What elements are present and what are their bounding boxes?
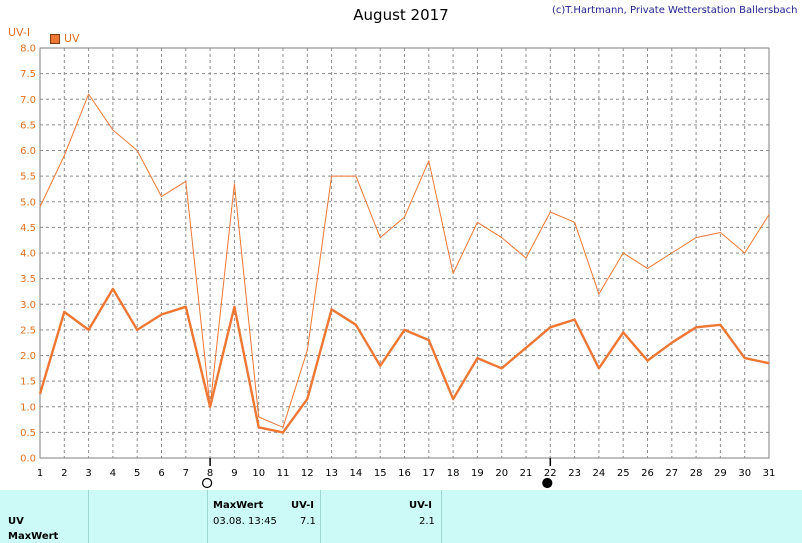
- row-label-uv: UV: [8, 516, 24, 527]
- y-tick-label: 1.5: [20, 377, 36, 388]
- y-tick-label: 0.0: [20, 454, 36, 465]
- legend-label: UV: [64, 32, 80, 45]
- series-line-thin: [39, 93, 770, 428]
- panel-col-1: [0, 490, 89, 543]
- x-tick-label: 2: [61, 468, 67, 479]
- panel-col-5: [442, 490, 801, 543]
- y-tick-label: 4.5: [20, 223, 36, 234]
- day-markers: [202, 458, 553, 489]
- uvi-header-2: UV-I: [409, 500, 433, 511]
- y-tick-label: 8.0: [20, 44, 36, 55]
- x-tick-label: 8: [207, 468, 213, 479]
- x-tick-label: 26: [641, 468, 654, 479]
- x-tick-label: 20: [495, 468, 508, 479]
- x-tick-label: 27: [665, 468, 678, 479]
- panel-col-3: [208, 490, 321, 543]
- x-tick-label: 12: [301, 468, 314, 479]
- x-tick-label: 29: [714, 468, 727, 479]
- y-tick-label: 2.5: [20, 325, 36, 336]
- y-tick-label: 2.0: [20, 351, 36, 362]
- panel-col-4: [321, 490, 442, 543]
- x-tick-label: 14: [350, 468, 363, 479]
- x-tick-label: 9: [231, 468, 237, 479]
- x-tick-label: 13: [325, 468, 338, 479]
- credit-text: (c)T.Hartmann, Private Wetterstation Bal…: [552, 5, 798, 16]
- x-tick-label: 19: [471, 468, 484, 479]
- panel-col-2: [89, 490, 208, 543]
- x-tick-label: 5: [134, 468, 140, 479]
- x-tick-label: 25: [617, 468, 630, 479]
- x-tick-label: 31: [763, 468, 776, 479]
- y-tick-label: 3.0: [20, 300, 36, 311]
- legend-swatch: [50, 33, 60, 44]
- x-tick-label: 24: [593, 468, 606, 479]
- x-tick-label: 18: [447, 468, 460, 479]
- grid: [40, 48, 769, 458]
- second-value: 2.1: [419, 516, 435, 527]
- bottom-panel: UV MaxWert MaxWert UV-I 03.08. 13:45 7.1…: [0, 490, 802, 543]
- row-label-maxwert: MaxWert: [8, 531, 59, 542]
- max-datetime: 03.08. 13:45: [213, 516, 277, 527]
- y-tick-label: 3.5: [20, 274, 36, 285]
- maxwert-header: MaxWert: [213, 500, 264, 511]
- x-tick-label: 15: [374, 468, 387, 479]
- series-lines: [38, 93, 770, 434]
- y-tick-label: 0.5: [20, 428, 36, 439]
- open-circle-marker: [202, 477, 213, 489]
- x-tick-label: 11: [277, 468, 290, 479]
- y-tick-label: 5.5: [20, 172, 36, 183]
- y-tick-label: 5.0: [20, 197, 36, 208]
- x-tick-label: 21: [520, 468, 533, 479]
- legend: UV: [50, 32, 80, 45]
- x-tick-label: 30: [738, 468, 751, 479]
- filled-circle-marker: [542, 477, 553, 489]
- x-tick-label: 23: [568, 468, 581, 479]
- y-ticks: 0.0 0.5 1.0 1.5 2.0 2.5 3.0 3.5 4.0 4.5 5.0 5.5 6.0 6…: [20, 44, 36, 465]
- x-tick-label: 17: [422, 468, 435, 479]
- chart-title: August 2017: [353, 6, 449, 24]
- y-axis-label: UV-I: [8, 26, 31, 39]
- uvi-header: UV-I: [291, 500, 315, 511]
- y-tick-label: 7.0: [20, 95, 36, 106]
- x-tick-label: 6: [158, 468, 164, 479]
- y-tick-label: 7.5: [20, 69, 36, 80]
- x-tick-label: 22: [544, 468, 557, 479]
- x-ticks: 1 2 3 4 5 6 7 8 9 10 11 12 13 14 15 16 17 18 19 20 21 22 23 24 2…: [37, 468, 776, 479]
- x-tick-label: 4: [110, 468, 116, 479]
- x-tick-label: 10: [252, 468, 265, 479]
- series-line-thick: [38, 287, 770, 434]
- x-tick-label: 1: [37, 468, 43, 479]
- y-tick-label: 4.0: [20, 249, 36, 260]
- y-tick-label: 1.0: [20, 402, 36, 413]
- x-tick-label: 16: [398, 468, 411, 479]
- y-tick-label: 6.0: [20, 146, 36, 157]
- max-value: 7.1: [300, 516, 316, 527]
- x-tick-label: 28: [690, 468, 703, 479]
- y-tick-label: 6.5: [20, 120, 36, 131]
- chart-svg: 0.0 0.5 1.0 1.5 2.0 2.5 3.0 3.5 4.0 4.5 5.0 5.5 6.0 6…: [20, 44, 776, 489]
- x-tick-label: 3: [85, 468, 91, 479]
- x-tick-label: 7: [183, 468, 189, 479]
